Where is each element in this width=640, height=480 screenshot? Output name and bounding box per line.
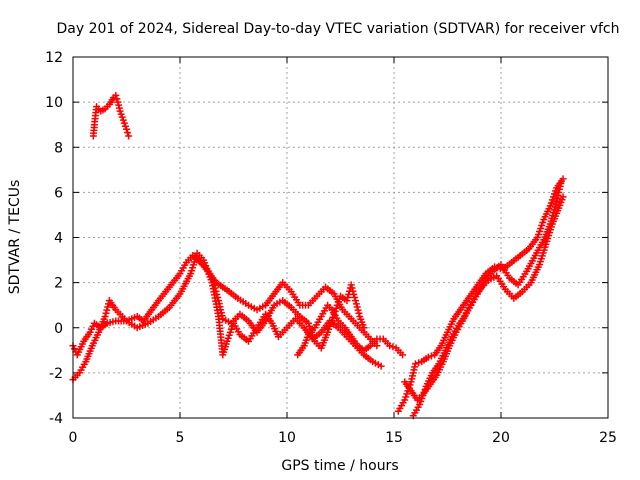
data-point — [352, 300, 360, 308]
y-tick-label: -2 — [49, 366, 63, 382]
data-point — [211, 284, 219, 292]
data-point — [349, 287, 357, 295]
y-tick-label: 12 — [45, 50, 63, 66]
y-tick-label: 2 — [54, 276, 63, 292]
data-point — [214, 294, 222, 302]
plot-area — [72, 56, 609, 419]
series-track-5 — [294, 301, 407, 359]
series-track-6 — [394, 175, 567, 415]
data-point — [557, 179, 565, 187]
data-point — [101, 312, 109, 320]
x-tick-label: 5 — [176, 430, 185, 446]
data-point — [353, 303, 361, 311]
y-tick-label: 10 — [45, 95, 63, 111]
data-point — [355, 309, 363, 317]
y-tick-label: 8 — [54, 140, 63, 156]
data-point — [386, 342, 394, 350]
data-point — [389, 343, 397, 351]
y-tick-label: 0 — [54, 321, 63, 337]
data-point — [350, 290, 358, 298]
y-axis-label: SDTVAR / TECUs — [7, 180, 23, 295]
data-point — [347, 281, 355, 289]
grid — [73, 57, 608, 418]
y-tick-label: 6 — [54, 185, 63, 201]
x-tick-label: 15 — [385, 430, 403, 446]
data-point — [559, 193, 567, 201]
data-point — [411, 360, 419, 368]
series-track-8 — [409, 179, 565, 420]
data-points — [69, 91, 567, 420]
x-tick-label: 20 — [492, 430, 510, 446]
series-track-1 — [89, 91, 133, 140]
data-point — [360, 324, 368, 332]
data-point — [344, 294, 352, 302]
data-point — [399, 351, 407, 359]
chart-title: Day 201 of 2024, Sidereal Day-to-day VTE… — [56, 21, 619, 37]
data-point — [427, 352, 435, 360]
data-point — [373, 342, 381, 350]
data-point — [112, 91, 120, 99]
data-point — [559, 175, 567, 183]
data-point — [104, 303, 112, 311]
data-point — [113, 95, 121, 103]
x-tick-label: 0 — [69, 430, 78, 446]
data-point — [124, 129, 132, 137]
data-point — [212, 287, 220, 295]
data-point — [210, 281, 218, 289]
data-point — [351, 297, 359, 305]
x-tick-label: 25 — [599, 430, 617, 446]
data-point — [351, 294, 359, 302]
data-point — [343, 297, 351, 305]
data-point — [377, 362, 385, 370]
y-tick-label: -4 — [49, 411, 63, 427]
data-point — [123, 125, 130, 133]
x-tick-label: 10 — [278, 430, 296, 446]
data-point — [415, 359, 423, 367]
data-point — [103, 306, 111, 314]
data-point — [424, 353, 432, 361]
data-point — [102, 309, 110, 317]
data-point — [125, 132, 133, 140]
data-point — [213, 290, 221, 298]
data-point — [348, 284, 356, 292]
x-axis-label: GPS time / hours — [281, 458, 398, 474]
y-tick-label: 4 — [54, 231, 63, 247]
data-point — [354, 306, 362, 314]
